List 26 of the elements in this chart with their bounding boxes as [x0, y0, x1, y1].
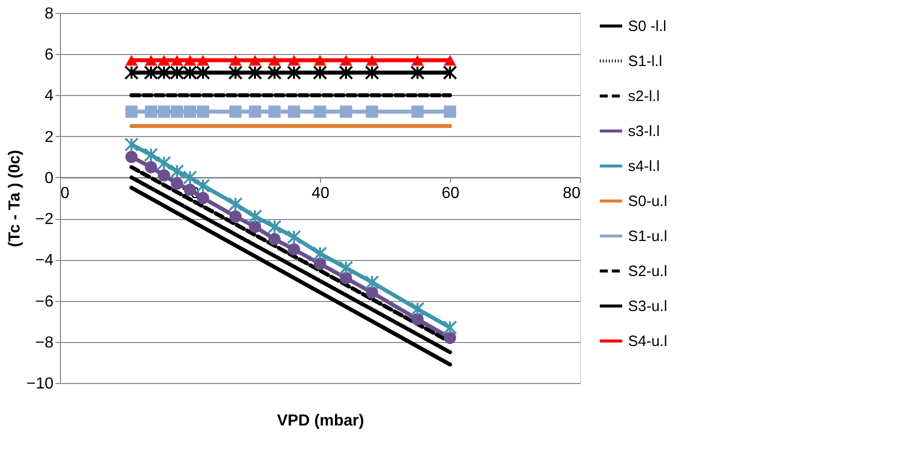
x-tick-label: 40: [312, 184, 330, 202]
legend-label: s2-l.l: [628, 88, 660, 105]
y-tick-label: 4: [44, 88, 54, 105]
legend-label: S1-u.l: [628, 228, 668, 245]
y-tick-label: −8: [35, 334, 54, 352]
y-tick-label: 8: [44, 6, 54, 22]
legend-label: S3-u.l: [628, 298, 668, 315]
y-tick-label: −6: [35, 293, 54, 310]
x-tick-label: 80: [562, 184, 581, 202]
y-tick-label: 0: [44, 170, 54, 187]
y-tick-label: 6: [44, 46, 54, 64]
legend-label: s3-l.l: [628, 123, 660, 140]
x-tick-label: 60: [442, 184, 460, 202]
x-tick-label: 0: [60, 184, 70, 202]
y-tick-label: 2: [44, 128, 54, 146]
y-tick-label: −2: [35, 211, 54, 228]
legend-label: s4-l.l: [628, 158, 660, 175]
y-tick-label: −10: [26, 376, 54, 392]
legend-label: S1-l.l: [628, 53, 662, 70]
x-axis-title: VPD (mbar): [276, 412, 364, 430]
legend-label: S2-u.l: [628, 263, 668, 280]
legend-label: S4-u.l: [628, 333, 668, 350]
legend-label: S0 -l.l: [628, 18, 666, 35]
y-axis-title: (Tc - Ta ) (0c): [6, 150, 24, 248]
y-tick-label: −4: [35, 252, 54, 270]
legend-label: S0-u.l: [628, 193, 668, 210]
